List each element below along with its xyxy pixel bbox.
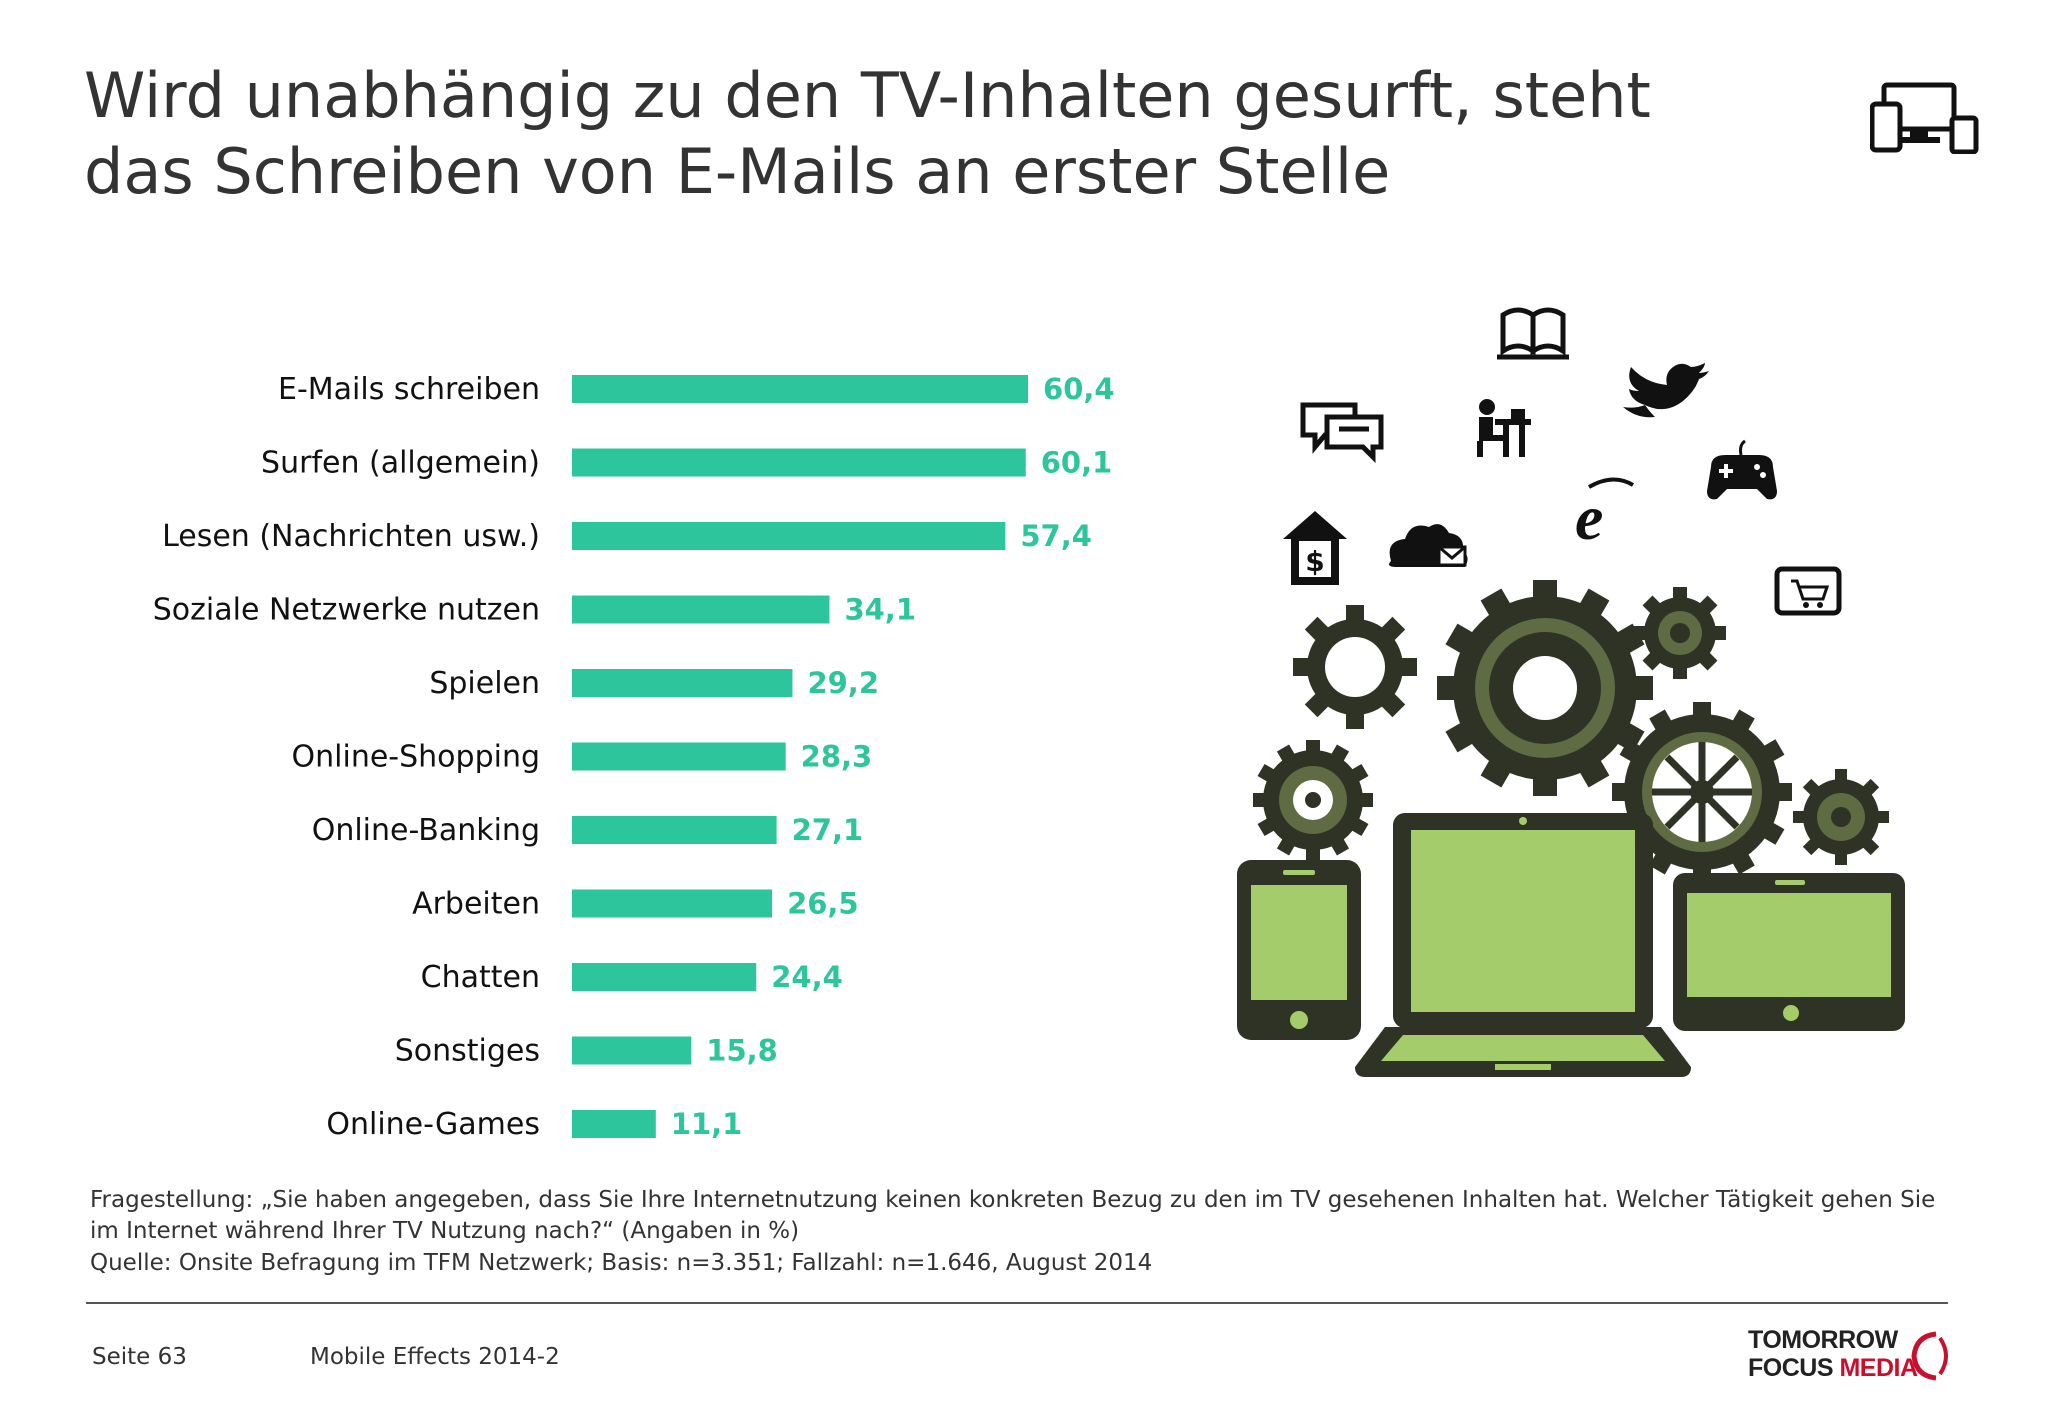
twitter-bird-icon xyxy=(1623,363,1709,418)
source-note: Quelle: Onsite Befragung im TFM Netzwerk… xyxy=(90,1250,1153,1276)
category-label: Arbeiten xyxy=(412,887,540,922)
value-label: 60,1 xyxy=(1041,446,1113,480)
category-label: Chatten xyxy=(421,960,540,995)
value-label: 57,4 xyxy=(1020,519,1092,553)
logo-line-2: FOCUS MEDIA xyxy=(1748,1354,1918,1383)
desk-worker-icon xyxy=(1477,399,1531,457)
bar xyxy=(572,1110,656,1138)
cloud-mail-icon xyxy=(1389,524,1468,567)
category-label: Online-Banking xyxy=(312,813,540,848)
title-line-2: das Schreiben von E-Mails an erster Stel… xyxy=(84,135,1391,208)
multi-device-icon xyxy=(1870,82,1979,154)
value-label: 15,8 xyxy=(706,1034,778,1068)
bar xyxy=(572,1036,692,1065)
value-label: 11,1 xyxy=(671,1107,743,1141)
chat-bubbles-icon xyxy=(1300,402,1384,464)
value-label: 26,5 xyxy=(787,887,859,921)
svg-text:$: $ xyxy=(1305,545,1324,578)
value-label: 60,4 xyxy=(1043,372,1115,406)
value-label: 27,1 xyxy=(792,813,864,847)
bar xyxy=(572,669,793,697)
bar xyxy=(572,375,1029,403)
company-logo: TOMORROW FOCUS MEDIA xyxy=(1748,1326,1958,1386)
value-label: 24,4 xyxy=(771,960,843,994)
bar-chart: E-Mails schreiben 60,4 Surfen (allgemein) 6… xyxy=(153,372,1115,1142)
logo-line-1: TOMORROW xyxy=(1748,1326,1898,1354)
title-line-1: Wird unabhängig zu den TV-Inhalten gesur… xyxy=(84,59,1651,132)
laptop-icon xyxy=(1355,813,1691,1077)
logo-ring-icon xyxy=(1911,1331,1948,1381)
bar xyxy=(572,816,777,844)
smartphone-icon xyxy=(1237,860,1361,1040)
category-label: Lesen (Nachrichten usw.) xyxy=(162,519,540,554)
category-label: E-Mails schreiben xyxy=(278,372,540,407)
question-footnote: Fragestellung: „Sie haben angegeben, das… xyxy=(90,1187,1936,1244)
category-label: Sonstiges xyxy=(395,1034,540,1069)
gear-icon xyxy=(1634,587,1726,679)
footer-divider xyxy=(86,1302,1948,1304)
bar xyxy=(572,963,757,991)
value-label: 28,3 xyxy=(801,740,873,774)
gear-icon xyxy=(1293,605,1417,729)
logo-focus-text: FOCUS xyxy=(1748,1354,1834,1382)
svg-text:e: e xyxy=(1575,482,1603,553)
category-label: Online-Games xyxy=(326,1107,540,1142)
gear-icon xyxy=(1437,580,1653,796)
value-label: 34,1 xyxy=(844,593,916,627)
book-icon xyxy=(1497,307,1569,360)
gear-icon xyxy=(1793,769,1889,865)
shopping-cart-tablet-icon xyxy=(1774,566,1842,616)
bar xyxy=(572,448,1026,477)
home-dollar-icon: $ xyxy=(1283,511,1347,585)
internet-explorer-icon: e xyxy=(1575,477,1635,553)
bar xyxy=(572,889,773,918)
document-name: Mobile Effects 2014-2 xyxy=(310,1344,560,1370)
page-title: Wird unabhängig zu den TV-Inhalten gesur… xyxy=(84,58,1804,210)
gamepad-icon xyxy=(1707,439,1777,500)
category-label: Soziale Netzwerke nutzen xyxy=(153,593,540,628)
devices-gears-illustration: e $ xyxy=(1237,307,1905,1077)
category-label: Spielen xyxy=(429,666,540,701)
gear-icon xyxy=(1253,740,1373,860)
value-label: 29,2 xyxy=(807,666,879,700)
logo-media-text: MEDIA xyxy=(1839,1354,1918,1382)
category-label: Surfen (allgemein) xyxy=(261,446,540,481)
page-number: Seite 63 xyxy=(92,1344,187,1370)
bar xyxy=(572,742,786,771)
tablet-icon xyxy=(1673,873,1905,1031)
bar xyxy=(572,595,830,624)
category-label: Online-Shopping xyxy=(292,740,540,775)
bar xyxy=(572,522,1006,550)
